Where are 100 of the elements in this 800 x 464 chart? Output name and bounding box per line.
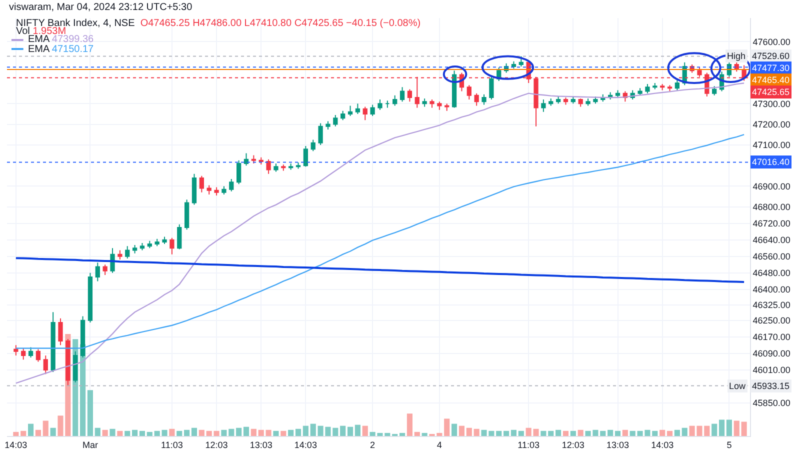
bar xyxy=(466,428,472,436)
candlestick xyxy=(296,162,301,170)
candlestick xyxy=(348,105,353,117)
y-tick-label: 47600.00 xyxy=(752,36,790,47)
bar xyxy=(734,420,740,436)
bar xyxy=(452,424,458,436)
bar xyxy=(110,428,116,436)
bar xyxy=(191,428,198,436)
bar xyxy=(184,430,190,436)
y-tick-label: 47100.00 xyxy=(752,140,790,150)
ref-line-label: 45933.15 xyxy=(752,381,790,391)
bar xyxy=(548,430,554,436)
candlestick xyxy=(229,178,234,192)
candlestick xyxy=(199,175,204,193)
ref-line-label: 47425.65 xyxy=(752,87,790,97)
ref-line-label: 47016.40 xyxy=(752,157,790,167)
y-tick-label: 46800.00 xyxy=(752,202,790,212)
y-tick-label: 46400.00 xyxy=(752,284,790,295)
y-tick-label: 46900.00 xyxy=(752,181,790,192)
candlestick xyxy=(222,186,226,195)
candlestick xyxy=(586,98,590,106)
candlestick xyxy=(578,98,583,108)
bar xyxy=(556,430,562,436)
x-tick-label: Mar xyxy=(82,440,98,450)
bar xyxy=(243,426,250,436)
candlestick xyxy=(548,98,554,106)
line-series xyxy=(15,134,745,349)
candlestick xyxy=(281,164,286,172)
bar xyxy=(221,430,227,436)
x-tick-label: 5 xyxy=(726,440,732,450)
bar xyxy=(94,428,100,436)
y-tick-label: 46325.00 xyxy=(752,300,790,310)
annotation: O47465.25 H47486.00 L47410.80 C47425.65 −40.15 (−0.08%) xyxy=(140,18,421,29)
candlestick xyxy=(170,237,174,255)
y-tick-label: 46090.00 xyxy=(752,348,790,359)
x-tick-label: 14:03 xyxy=(4,440,28,450)
y-tick-label: 47300.00 xyxy=(752,98,790,109)
bar xyxy=(87,390,93,436)
candlestick xyxy=(385,100,390,108)
bar xyxy=(674,430,680,436)
candlestick xyxy=(474,92,479,106)
candlestick xyxy=(667,84,672,92)
candlestick xyxy=(326,120,330,130)
bar xyxy=(35,430,41,436)
bar xyxy=(102,430,108,436)
x-tick-label: 4 xyxy=(436,440,442,450)
y-tick-label: 46010.00 xyxy=(752,365,790,376)
candlestick xyxy=(318,122,323,146)
bar xyxy=(20,430,26,436)
candlestick xyxy=(258,156,264,166)
bar xyxy=(228,428,234,436)
y-tick-label: 46250.00 xyxy=(752,316,790,326)
bar xyxy=(741,422,747,436)
bar xyxy=(630,430,636,436)
bar xyxy=(518,430,524,436)
bar xyxy=(444,418,450,436)
candlestick xyxy=(177,224,182,250)
bar xyxy=(540,430,546,436)
candlestick xyxy=(466,84,472,100)
candlestick xyxy=(28,346,34,358)
candlestick xyxy=(102,264,108,276)
bar xyxy=(347,426,354,436)
x-tick-label: 14:03 xyxy=(651,440,674,450)
candlestick xyxy=(43,355,48,375)
bar xyxy=(504,430,510,436)
bar xyxy=(280,430,286,436)
candlestick xyxy=(88,272,93,323)
bar xyxy=(310,424,316,436)
x-tick-label: 11:03 xyxy=(161,440,183,450)
legend-label: EMA 47399.36 xyxy=(28,34,94,45)
y-tick-label: 46560.00 xyxy=(752,252,790,262)
bar xyxy=(414,432,420,436)
candlestick xyxy=(652,82,658,90)
candlestick xyxy=(140,242,145,251)
y-tick-label: 47200.00 xyxy=(752,119,790,130)
candlestick xyxy=(266,158,271,174)
text: viswaram, Mar 04, 2024 23:12 UTC+5:30 xyxy=(9,2,193,13)
candlestick xyxy=(452,70,457,108)
candlestick xyxy=(125,246,130,259)
bar xyxy=(726,420,732,436)
candlestick xyxy=(593,96,598,104)
bar xyxy=(578,430,584,436)
bar xyxy=(600,430,606,436)
bar xyxy=(250,428,256,436)
bar xyxy=(666,430,673,436)
bar xyxy=(718,420,725,436)
bar xyxy=(340,426,346,436)
bar xyxy=(13,432,19,436)
bar xyxy=(399,432,406,436)
bar xyxy=(236,428,242,436)
y-tick-label: 46640.00 xyxy=(752,235,790,246)
candlestick xyxy=(21,348,26,360)
candlestick xyxy=(645,84,650,94)
candlestick xyxy=(422,98,427,108)
bar xyxy=(117,430,123,436)
candlestick xyxy=(370,104,375,117)
candlestick xyxy=(660,84,665,91)
bar xyxy=(354,424,360,436)
candlestick xyxy=(132,244,138,254)
bar xyxy=(422,432,428,436)
